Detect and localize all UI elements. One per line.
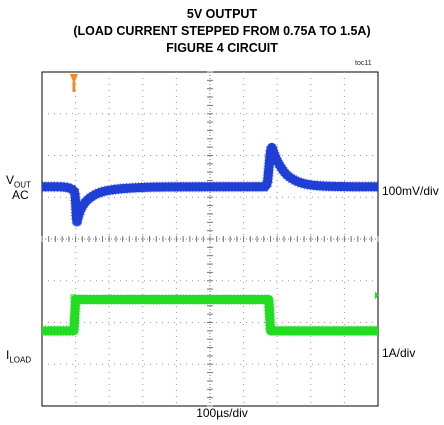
iload-channel-label: ILOAD — [6, 348, 31, 364]
chart-title-line-2: (LOAD CURRENT STEPPED FROM 0.75A TO 1.5A… — [73, 24, 371, 38]
ch2-scale-label: 1A/div — [382, 346, 416, 360]
ch1-scale-label: 100mV/div — [382, 184, 439, 198]
ac-coupling-label: AC — [12, 188, 29, 202]
vout-label-main: V — [6, 173, 15, 187]
ch2-level-marker-icon — [375, 291, 379, 300]
iload-label-main: I — [6, 348, 10, 362]
x-scale-label: 100µs/div — [196, 406, 248, 420]
trigger-marker-icon — [69, 74, 78, 84]
vout-trace-noise — [41, 141, 378, 227]
vout-channel-label: VOUT — [6, 174, 31, 191]
chart-title-line-1: 5V OUTPUT — [186, 7, 258, 21]
vout-label-sub: OUT — [14, 180, 31, 190]
iload-trace-noise — [42, 294, 378, 337]
chart-title-line-3: FIGURE 4 CIRCUIT — [166, 41, 278, 55]
iload-label-sub: LOAD — [9, 355, 32, 365]
figure-code: toc11 — [355, 60, 372, 67]
